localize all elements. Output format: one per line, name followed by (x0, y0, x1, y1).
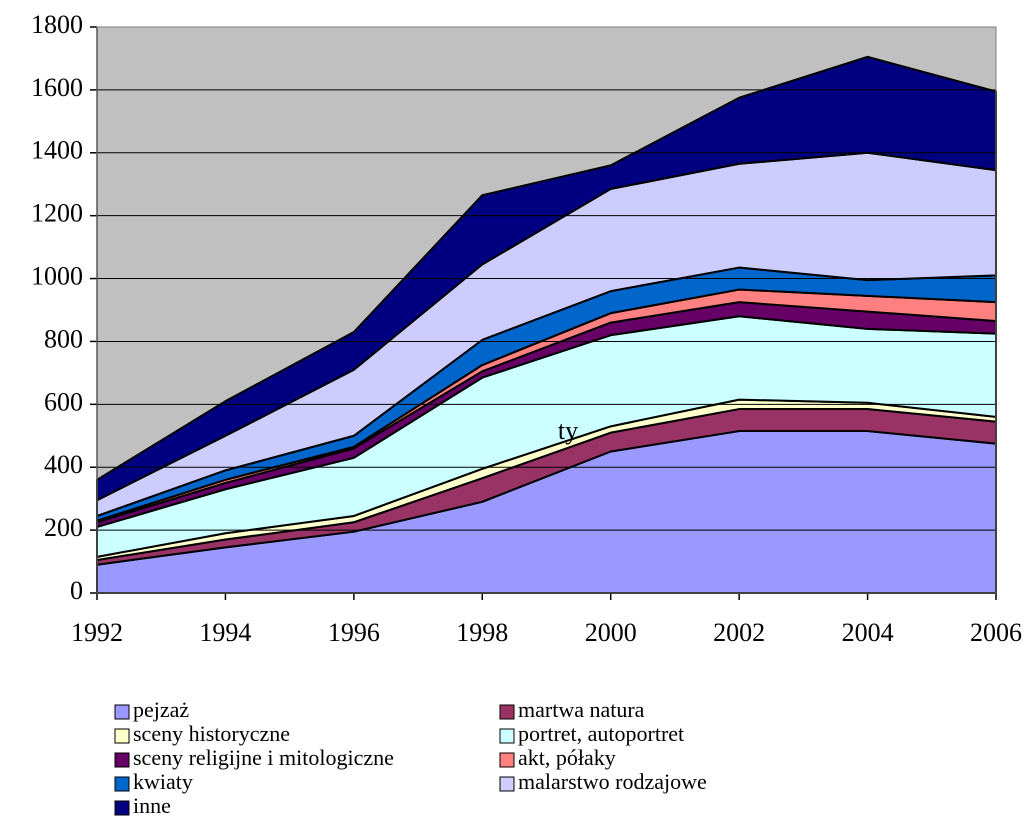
legend-label: martwa natura (518, 697, 645, 722)
legend-swatch (114, 776, 130, 792)
legend: pejzaż martwa natura sceny historyczne port… (114, 697, 707, 818)
x-tick-label: 1992 (71, 618, 123, 647)
legend-label: pejzaż (133, 697, 189, 722)
legend-swatch (114, 800, 130, 816)
y-tick-label: 1400 (31, 136, 83, 165)
legend-label: portret, autoportret (518, 721, 684, 746)
legend-swatch (499, 776, 515, 792)
y-tick-label: 0 (70, 576, 83, 605)
x-tick-label: 2000 (585, 618, 637, 647)
x-tick-label: 1996 (328, 618, 380, 647)
legend-label: inne (133, 793, 171, 818)
y-tick-label: 1000 (31, 262, 83, 291)
areas (96, 55, 997, 594)
plot-border (96, 26, 997, 594)
x-tick-label: 2004 (842, 618, 894, 647)
legend-label: sceny historyczne (133, 721, 290, 746)
legend-swatch (114, 728, 130, 744)
legend-swatch (499, 728, 515, 744)
legend-swatch (499, 704, 515, 720)
legend-swatch (499, 752, 515, 768)
x-tick-label: 1994 (199, 618, 251, 647)
axes: 0 200 400 600 800 1000 1200 1400 1600 1800 1992 199… (31, 10, 1022, 647)
y-tick-label: 200 (44, 513, 83, 542)
legend-label: sceny religijne i mitologiczne (133, 745, 394, 770)
y-tick-label: 800 (44, 324, 83, 353)
x-tick-label: 1998 (456, 618, 508, 647)
y-tick-label: 1200 (31, 199, 83, 228)
y-tick-label: 1800 (31, 10, 83, 39)
legend-label: malarstwo rodzajowe (518, 769, 707, 794)
legend-label: kwiaty (133, 769, 193, 794)
legend-swatch (114, 704, 130, 720)
y-tick-label: 600 (44, 387, 83, 416)
x-tick-label: 2006 (970, 618, 1022, 647)
y-tick-label: 1600 (31, 73, 83, 102)
x-tick-label: 2002 (713, 618, 765, 647)
legend-swatch (114, 752, 130, 768)
legend-label: akt, półaky (518, 745, 616, 770)
y-tick-label: 400 (44, 450, 83, 479)
annotation: ty (558, 416, 578, 445)
